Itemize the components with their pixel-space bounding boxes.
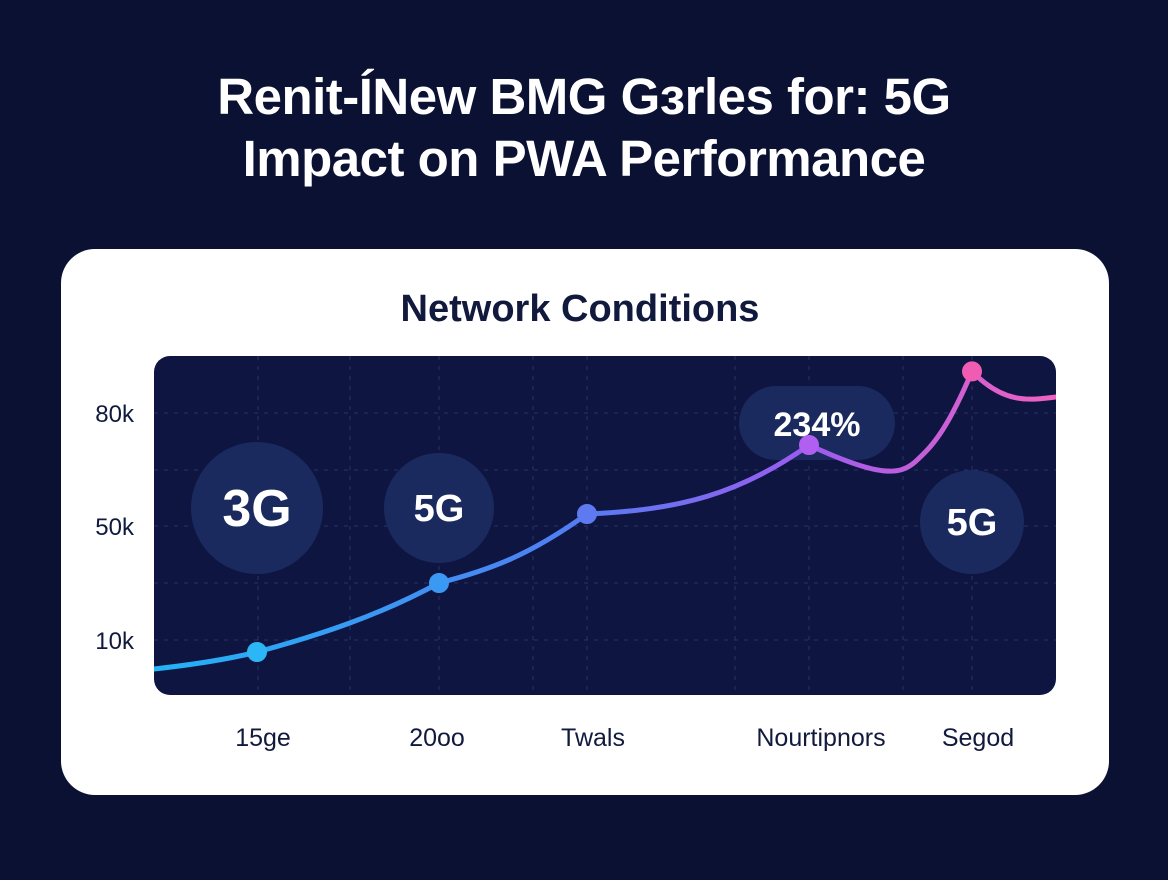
page-title-line-1: Renit-ÍNew BMG Gɜrles for: 5G — [217, 68, 951, 125]
annotation-label: 5G — [947, 502, 998, 544]
data-point — [577, 504, 597, 524]
y-tick-label: 50k — [95, 514, 135, 541]
annotation-label: 5G — [414, 488, 465, 530]
x-tick-label: 20oo — [409, 724, 465, 752]
annotation-pill — [739, 386, 895, 460]
x-tick-label: Nourtipnors — [756, 724, 885, 752]
data-point — [799, 435, 819, 455]
x-tick-label: Segod — [942, 724, 1014, 752]
annotation-bubble — [384, 453, 494, 563]
annotation-bubble — [920, 470, 1024, 574]
chart-title: Network Conditions — [400, 288, 760, 330]
page-title-line-2: Impact on PWA Performance — [242, 130, 926, 187]
x-tick-label: 15ge — [235, 724, 291, 752]
annotation-label: 234% — [774, 406, 861, 444]
series-line — [154, 366, 1056, 672]
data-point — [962, 361, 982, 382]
data-point — [429, 573, 449, 593]
annotation-label: 3G — [222, 480, 291, 538]
x-tick-label: Twals — [561, 724, 625, 752]
data-point — [247, 642, 267, 662]
page-title: Renit-ÍNew BMG Gɜrles for: 5G Impact on … — [0, 66, 1168, 190]
y-tick-label: 10k — [95, 628, 135, 655]
annotation-bubble — [191, 442, 323, 574]
y-tick-label: 80k — [95, 401, 135, 428]
